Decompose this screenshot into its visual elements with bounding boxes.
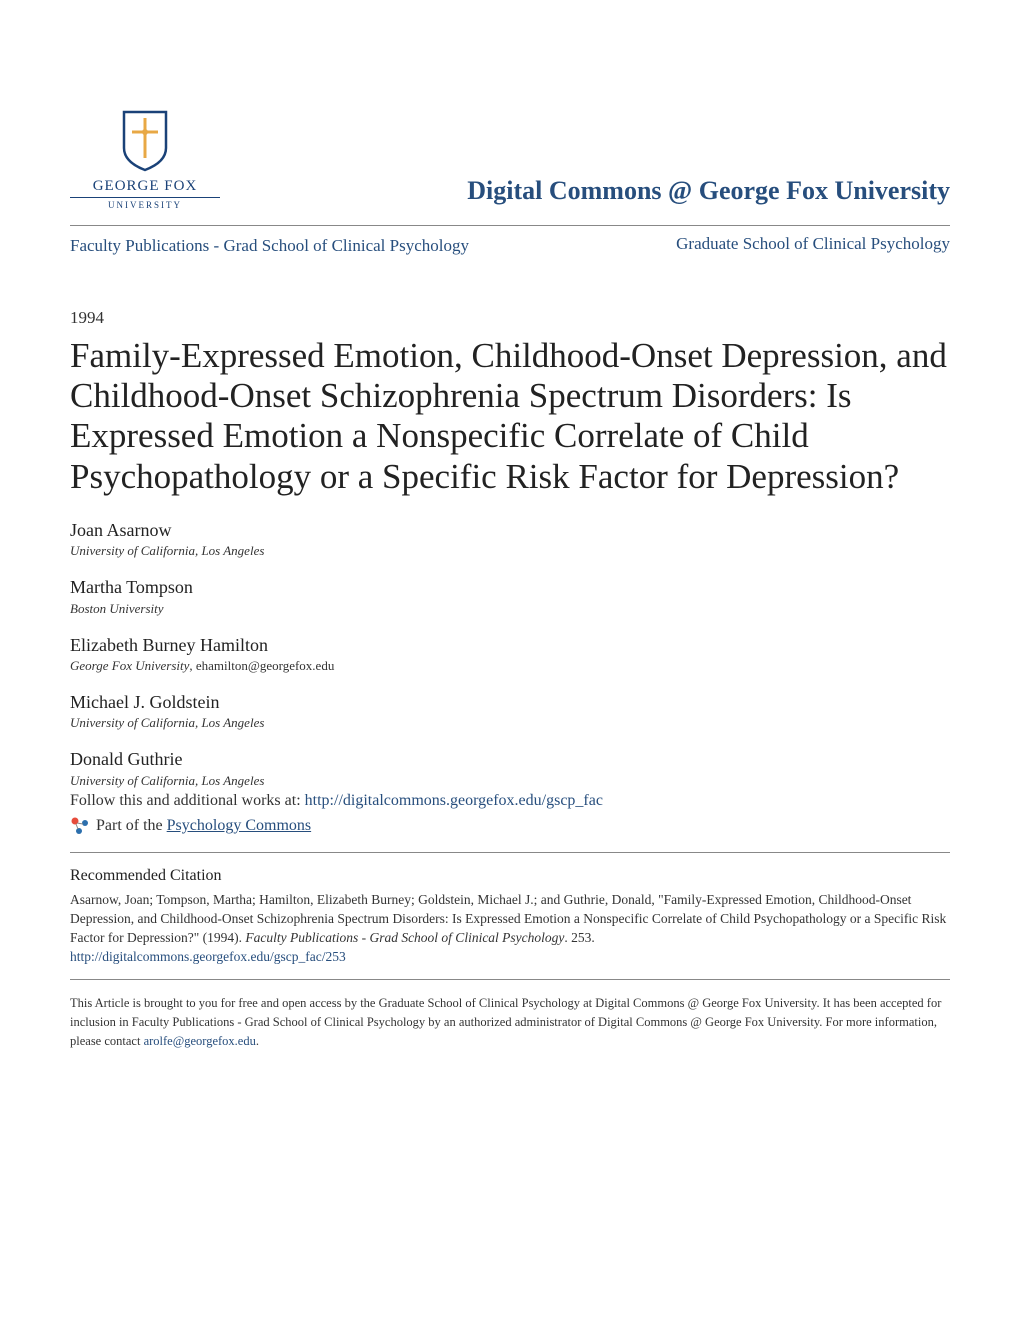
shield-icon xyxy=(120,110,170,172)
citation-url[interactable]: http://digitalcommons.georgefox.edu/gscp… xyxy=(70,949,950,965)
footer-contact-link[interactable]: arolfe@georgefox.edu xyxy=(144,1034,256,1048)
citation-journal: Faculty Publications - Grad School of Cl… xyxy=(245,930,564,945)
university-logo[interactable]: GEORGE FOX UNIVERSITY xyxy=(70,110,220,210)
breadcrumb-department-link[interactable]: Graduate School of Clinical Psychology xyxy=(676,234,950,254)
author-block: Joan Asarnow University of California, L… xyxy=(70,519,950,560)
logo-name-top: GEORGE FOX xyxy=(93,178,198,195)
divider xyxy=(70,979,950,980)
author-name: Donald Guthrie xyxy=(70,748,950,771)
author-name: Martha Tompson xyxy=(70,576,950,599)
author-affiliation: Boston University xyxy=(70,601,164,616)
author-block: Michael J. Goldstein University of Calif… xyxy=(70,691,950,732)
partof-prefix: Part of the xyxy=(96,817,167,834)
logo-name-bottom: UNIVERSITY xyxy=(70,197,220,210)
citation-url-link[interactable]: http://digitalcommons.georgefox.edu/gscp… xyxy=(70,949,346,964)
follow-url-link[interactable]: http://digitalcommons.georgefox.edu/gscp… xyxy=(305,792,603,809)
author-affiliation: University of California, Los Angeles xyxy=(70,715,264,730)
follow-works: Follow this and additional works at: htt… xyxy=(70,792,950,810)
author-email: , ehamilton@georgefox.edu xyxy=(189,658,334,673)
site-title-link[interactable]: Digital Commons @ George Fox University xyxy=(467,176,950,210)
breadcrumb: Faculty Publications - Grad School of Cl… xyxy=(70,225,950,258)
author-name: Joan Asarnow xyxy=(70,519,950,542)
follow-prefix: Follow this and additional works at: xyxy=(70,792,305,809)
psychology-commons-link[interactable]: Psychology Commons xyxy=(167,817,311,834)
author-name: Michael J. Goldstein xyxy=(70,691,950,714)
author-name: Elizabeth Burney Hamilton xyxy=(70,634,950,657)
author-affiliation: George Fox University xyxy=(70,658,189,673)
author-block: Elizabeth Burney Hamilton George Fox Uni… xyxy=(70,634,950,675)
author-block: Donald Guthrie University of California,… xyxy=(70,748,950,835)
author-affiliation: University of California, Los Angeles xyxy=(70,773,264,788)
breadcrumb-collection-link[interactable]: Faculty Publications - Grad School of Cl… xyxy=(70,234,469,258)
publication-year: 1994 xyxy=(70,308,950,328)
citation-part2: . 253. xyxy=(564,930,594,945)
author-block: Martha Tompson Boston University xyxy=(70,576,950,617)
footer-text: This Article is brought to you for free … xyxy=(70,994,950,1050)
header: GEORGE FOX UNIVERSITY Digital Commons @ … xyxy=(70,110,950,210)
part-of-commons: Part of the Psychology Commons xyxy=(70,816,950,836)
divider xyxy=(70,852,950,853)
footer-part2: . xyxy=(256,1034,259,1048)
citation-text: Asarnow, Joan; Tompson, Martha; Hamilton… xyxy=(70,891,950,948)
paper-title: Family-Expressed Emotion, Childhood-Onse… xyxy=(70,336,950,497)
network-icon xyxy=(70,816,90,836)
citation-heading: Recommended Citation xyxy=(70,867,950,885)
author-affiliation: University of California, Los Angeles xyxy=(70,543,264,558)
